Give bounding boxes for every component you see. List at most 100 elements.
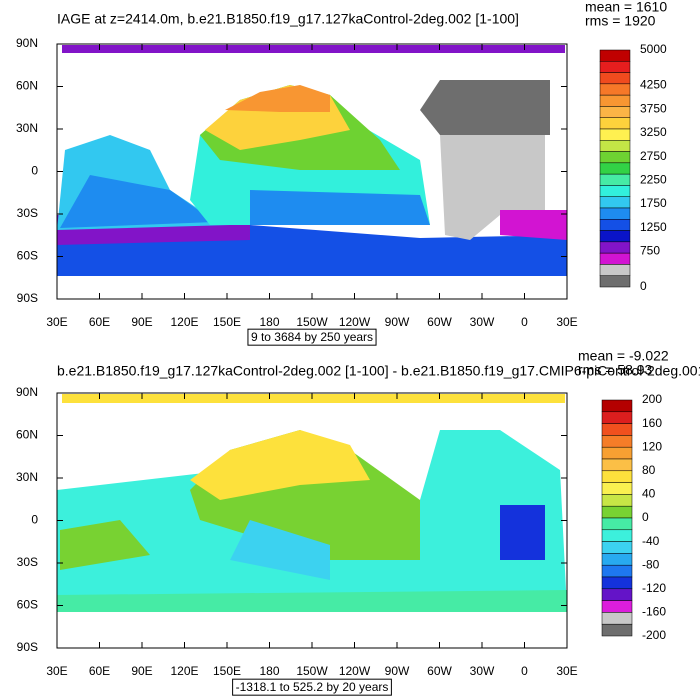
info-box	[232, 678, 392, 696]
lon-label: 60E	[89, 315, 110, 329]
lat-label: 0	[31, 164, 38, 178]
colorbar-label: 200	[642, 392, 662, 406]
colorbar-label: -200	[642, 628, 666, 642]
colorbar-box	[599, 162, 631, 175]
colorbar-label: -80	[642, 557, 660, 571]
lon-label: 0	[521, 664, 528, 678]
lon-label: 60W	[427, 315, 452, 329]
lat-label: 60S	[17, 598, 38, 612]
colorbar-box	[599, 140, 631, 152]
colorbar-label: 4250	[640, 78, 667, 92]
colorbar-box	[601, 612, 633, 625]
labels: IAGE at z=2414.0m, b.e21.B1850.f19_g17.1…	[16, 0, 700, 696]
lon-label: 120E	[170, 315, 198, 329]
colorbar-box	[601, 576, 633, 590]
colorbar-label: 0	[642, 510, 649, 524]
colorbar-box	[599, 128, 631, 141]
colorbar-box	[601, 423, 633, 436]
colorbar-box	[599, 173, 631, 186]
colorbar-label: 40	[642, 487, 656, 501]
colorbar-label: 5000	[640, 42, 667, 56]
colorbar-label: 1250	[640, 220, 667, 234]
colorbar-box	[599, 230, 631, 243]
colorbar-box	[599, 94, 631, 107]
colorbar-box	[601, 600, 633, 613]
lat-label: 30N	[16, 121, 38, 135]
map-1	[57, 44, 567, 299]
panel-title: b.e21.B1850.f19_g17.127kaControl-2deg.00…	[57, 363, 700, 379]
colorbar-box	[601, 435, 633, 448]
colorbar-box	[601, 470, 633, 483]
colorbar-box	[599, 72, 631, 85]
colorbar-box	[599, 49, 631, 62]
lon-label: 90W	[385, 664, 410, 678]
panel-title: IAGE at z=2414.0m, b.e21.B1850.f19_g17.1…	[57, 11, 519, 27]
lat-label: 60N	[16, 79, 38, 93]
lat-label: 90S	[17, 291, 38, 305]
colorbar-box	[601, 517, 633, 531]
colorbar-box	[599, 275, 631, 288]
colorbar-box	[599, 83, 631, 96]
colorbar-label: 80	[642, 463, 656, 477]
lon-label: 150E	[213, 315, 241, 329]
colorbar-box	[599, 185, 631, 197]
lat-label: 60S	[17, 249, 38, 263]
colorbar-box	[599, 264, 631, 276]
lon-label: 60W	[427, 664, 452, 678]
lat-label: 60N	[16, 428, 38, 442]
colorbar-box	[601, 564, 633, 578]
lon-label: 120E	[170, 664, 198, 678]
lat-label: 90N	[16, 36, 38, 50]
colorbar-box	[599, 207, 631, 220]
colorbar-label: 1750	[640, 196, 667, 210]
lat-label: 30S	[17, 206, 38, 220]
lat-label: 90S	[17, 640, 38, 654]
lat-label: 30N	[16, 470, 38, 484]
lon-label: 60E	[89, 664, 110, 678]
stat-mean: mean = 1610	[585, 0, 667, 15]
colorbar-box	[601, 399, 633, 413]
colorbar-box	[601, 588, 633, 601]
colorbar-label: -160	[642, 605, 666, 619]
colorbar-label: 750	[640, 244, 660, 258]
lon-label: 150W	[296, 315, 328, 329]
colorbar-box	[601, 553, 633, 566]
lon-label: 30W	[470, 664, 495, 678]
colorbar-box	[601, 446, 633, 460]
lon-label: 30E	[46, 315, 67, 329]
colorbar-box	[599, 117, 631, 130]
colorbar-label: 160	[642, 416, 662, 430]
colorbar-box	[599, 196, 631, 209]
colorbar-box	[601, 505, 633, 519]
colorbar-label: 3750	[640, 101, 667, 115]
colorbar-box	[601, 541, 633, 554]
colorbar-box	[601, 529, 633, 542]
colorbar-label: -120	[642, 581, 666, 595]
info-box-text: 9 to 3684 by 250 years	[251, 330, 373, 344]
lon-label: 120W	[339, 664, 371, 678]
colorbar-box	[601, 494, 633, 507]
colorbar-box	[599, 241, 631, 254]
lon-label: 90E	[131, 664, 152, 678]
colorbar-label: 2750	[640, 149, 667, 163]
lon-label: 150W	[296, 664, 328, 678]
stat-rms: rms = 1920	[585, 13, 656, 29]
lat-label: 90N	[16, 385, 38, 399]
colorbar-box	[599, 252, 631, 265]
colorbar-box	[599, 219, 631, 231]
colorbar-label: 0	[640, 279, 647, 293]
lon-label: 30E	[46, 664, 67, 678]
colorbar-box	[601, 458, 633, 472]
lon-label: 30W	[470, 315, 495, 329]
lon-label: 180	[259, 315, 279, 329]
lon-label: 0	[521, 315, 528, 329]
colorbar-label: 3250	[640, 125, 667, 139]
stat-mean: mean = -9.022	[578, 348, 669, 364]
lon-label: 120W	[339, 315, 371, 329]
info-box-text: -1318.1 to 525.2 by 20 years	[236, 680, 389, 694]
lat-label: 0	[31, 513, 38, 527]
colorbar-box	[599, 61, 631, 73]
lon-label: 150E	[213, 664, 241, 678]
lat-label: 30S	[17, 555, 38, 569]
